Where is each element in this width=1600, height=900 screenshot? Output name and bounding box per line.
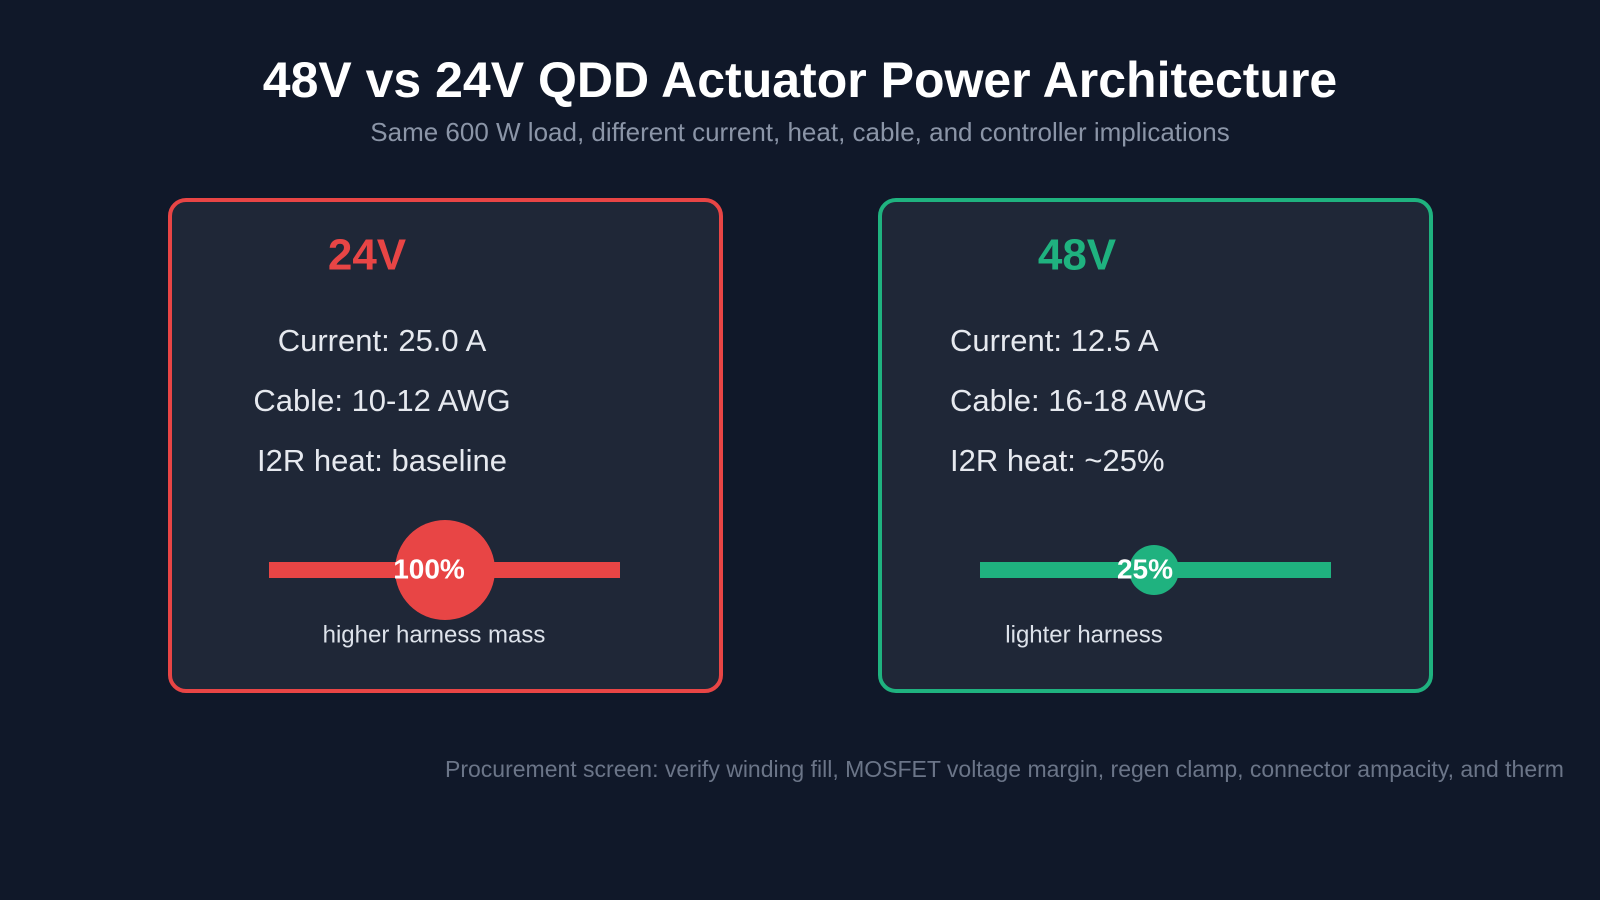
spec-line: Cable: 10-12 AWG bbox=[253, 383, 510, 418]
subtitle: Same 600 W load, different current, heat… bbox=[370, 117, 1229, 147]
heat-label: 25% bbox=[1117, 553, 1173, 584]
heat-circle bbox=[1129, 545, 1179, 595]
voltage-label: 24V bbox=[328, 231, 407, 280]
caption: higher harness mass bbox=[323, 621, 546, 648]
caption: lighter harness bbox=[1005, 621, 1162, 648]
spec-line: Current: 25.0 A bbox=[278, 323, 487, 358]
spec-line: Current: 12.5 A bbox=[950, 323, 1159, 358]
title: 48V vs 24V QDD Actuator Power Architectu… bbox=[263, 52, 1337, 108]
footer-note: Procurement screen: verify winding fill,… bbox=[445, 756, 1564, 782]
heat-label: 100% bbox=[393, 553, 465, 584]
heat-circle bbox=[395, 520, 495, 620]
spec-line: I2R heat: ~25% bbox=[950, 443, 1165, 478]
spec-line: Cable: 16-18 AWG bbox=[950, 383, 1207, 418]
spec-line: I2R heat: baseline bbox=[257, 443, 507, 478]
voltage-label: 48V bbox=[1038, 231, 1117, 280]
